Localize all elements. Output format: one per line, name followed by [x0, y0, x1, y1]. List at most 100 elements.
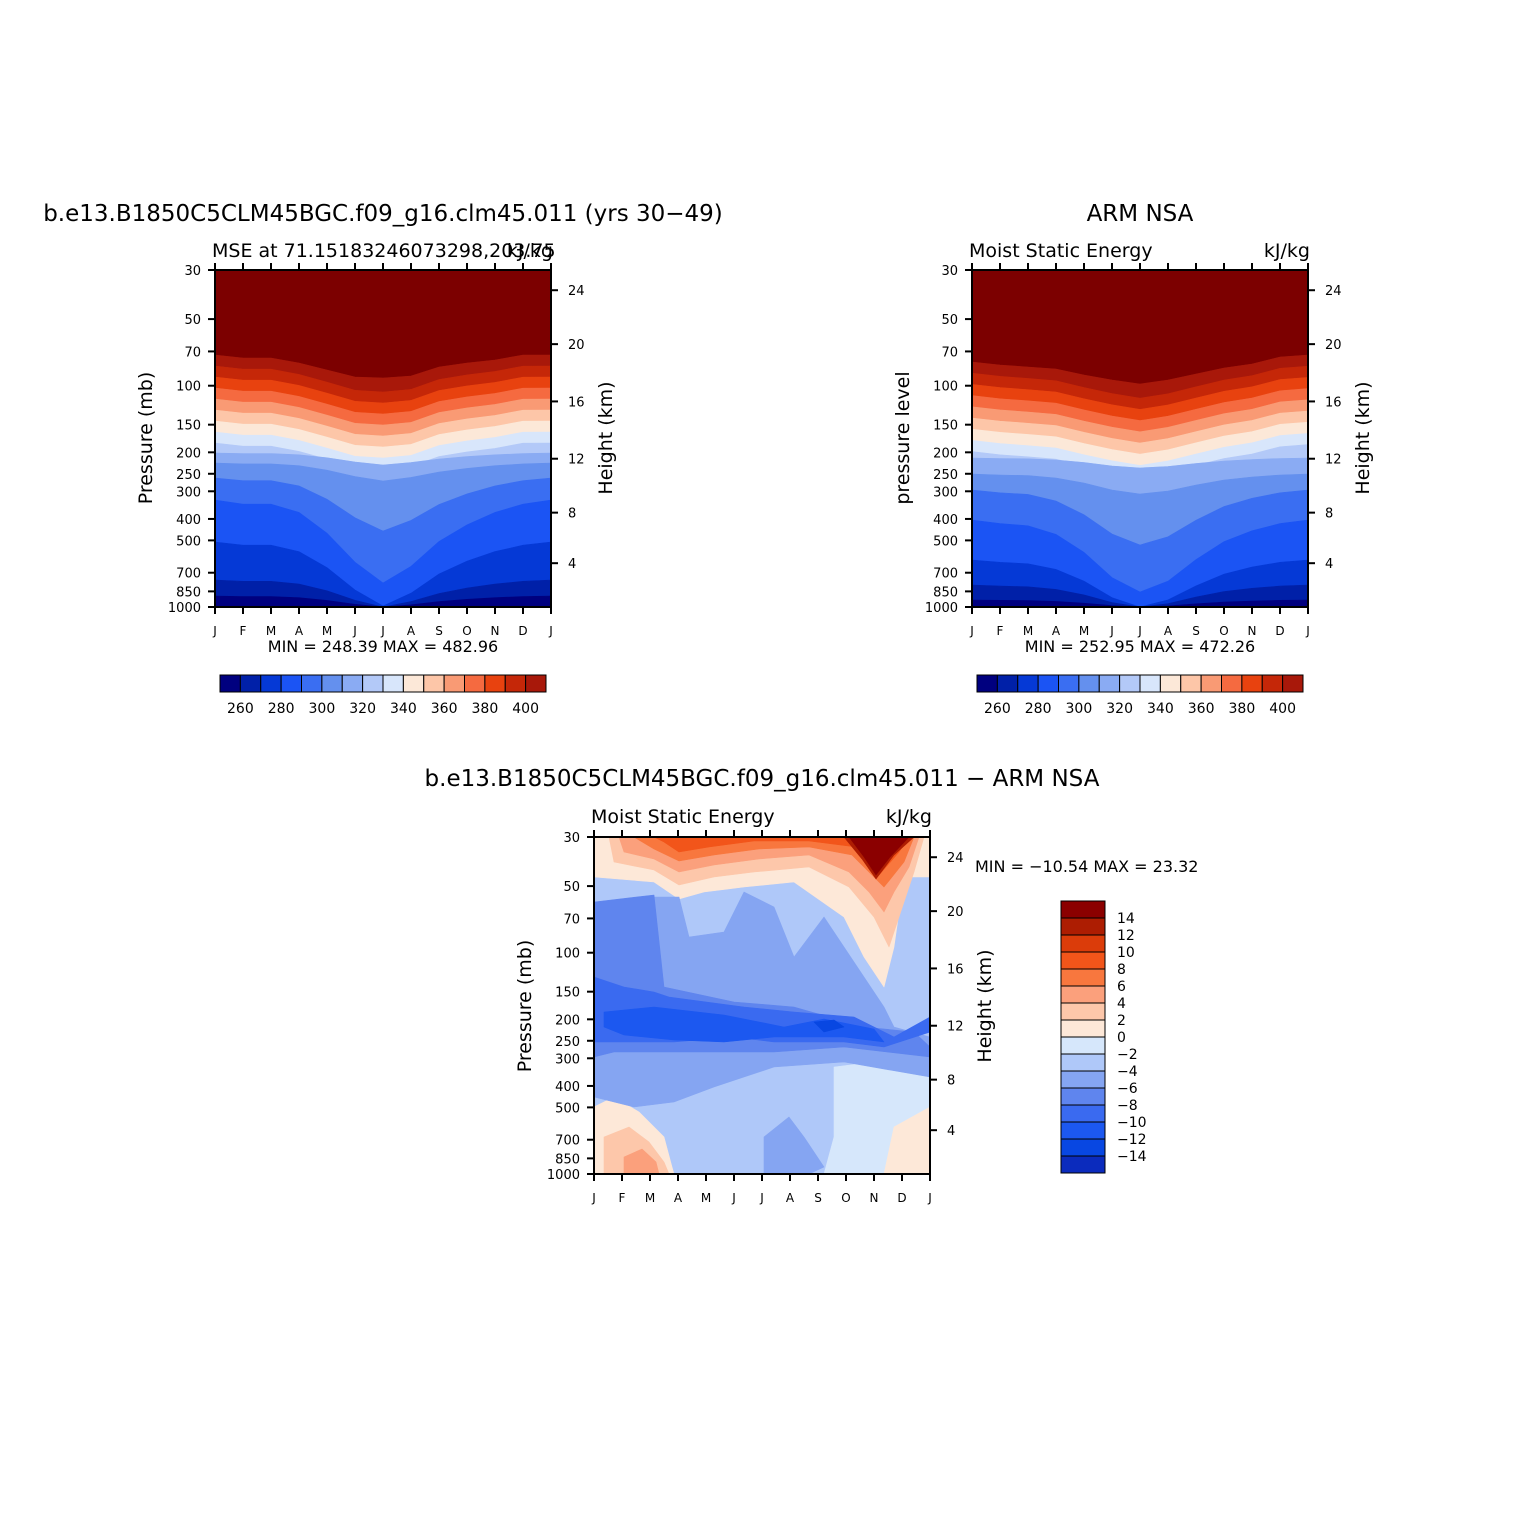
diff-colorbar-label: 14	[1117, 911, 1135, 927]
diff-colorbar-swatch	[1060, 1019, 1106, 1038]
obs-colorbar-swatch	[1078, 674, 1100, 693]
diff-pressure-tick-label: 100	[555, 947, 580, 962]
obs-month-tick-label: O	[1219, 624, 1228, 638]
obs-panel-units: kJ/kg	[1264, 240, 1310, 262]
model-month-tick-label: J	[380, 624, 385, 638]
diff-colorbar-label: 2	[1117, 1013, 1126, 1029]
model-height-tick-label: 16	[568, 395, 585, 410]
model-panel-units: kJ/kg	[507, 240, 553, 262]
diff-colorbar-label: −4	[1117, 1064, 1138, 1080]
obs-pressure-tick-label: 30	[941, 264, 958, 279]
obs-pressure-tick-label: 200	[933, 446, 958, 461]
obs-colorbar-label: 280	[1025, 701, 1052, 717]
model-month-tick-label: J	[548, 624, 553, 638]
obs-contour-band	[972, 599, 1308, 607]
diff-month-tick-label: J	[731, 1191, 736, 1205]
model-colorbar-swatch	[504, 674, 527, 693]
obs-month-tick-label: J	[1137, 624, 1142, 638]
diff-colorbar-swatch	[1060, 917, 1106, 936]
model-colorbar: 260 280 300 320 340 360 380 400	[219, 674, 547, 717]
diff-pressure-tick-label: 70	[563, 912, 580, 927]
model-month-tick-label: A	[407, 624, 416, 638]
obs-month-tick-label: M	[1079, 624, 1089, 638]
model-pressure-tick-label: 30	[184, 264, 201, 279]
obs-colorbar-label: 380	[1229, 701, 1256, 717]
obs-colorbar-swatch	[1017, 674, 1039, 693]
obs-pressure-tick-label: 100	[933, 380, 958, 395]
model-month-tick-label: M	[322, 624, 332, 638]
diff-colorbar-label: −10	[1117, 1115, 1147, 1131]
model-colorbar-swatch	[382, 674, 404, 693]
model-colorbar-label: 340	[390, 701, 417, 717]
model-colorbar-swatch	[362, 674, 384, 693]
obs-pressure-tick-label: 700	[933, 567, 958, 582]
model-colorbar-swatch	[301, 674, 323, 693]
obs-month-tick-label: F	[997, 624, 1004, 638]
diff-contour-band	[848, 837, 910, 876]
obs-pressure-tick-label: 1000	[925, 601, 958, 616]
diff-colorbar-swatch	[1060, 1138, 1106, 1157]
diff-contour-band	[623, 1148, 660, 1174]
model-pressure-tick-label: 150	[176, 419, 201, 434]
obs-colorbar-label: 340	[1147, 701, 1174, 717]
diff-month-tick-label: M	[701, 1191, 711, 1205]
model-month-tick-label: M	[266, 624, 276, 638]
model-colorbar-label: 360	[431, 701, 458, 717]
obs-height-tick-label: 16	[1325, 395, 1342, 410]
model-pressure-tick-label: 300	[176, 485, 201, 500]
diff-month-tick-label: O	[841, 1191, 850, 1205]
diff-colorbar-label: 0	[1117, 1030, 1126, 1046]
diff-pressure-tick-label: 250	[555, 1035, 580, 1050]
diff-colorbar-swatch	[1060, 1104, 1106, 1123]
diff-pressure-tick-label: 1000	[547, 1168, 580, 1183]
obs-colorbar-label: 260	[984, 701, 1011, 717]
diff-pressure-tick-label: 300	[555, 1052, 580, 1067]
diff-colorbar-label: −14	[1117, 1149, 1147, 1165]
model-panel-title: b.e13.B1850C5CLM45BGC.f09_g16.clm45.011 …	[43, 201, 723, 227]
diff-colorbar-label: −12	[1117, 1132, 1147, 1148]
obs-colorbar-label: 360	[1188, 701, 1215, 717]
obs-panel: ARM NSA Moist Static Energy kJ/kg J F M A M J…	[892, 201, 1374, 717]
model-colorbar-label: 400	[512, 701, 539, 717]
obs-pressure-tick-label: 850	[933, 585, 958, 600]
model-pressure-tick-label: 200	[176, 446, 201, 461]
diff-colorbar-swatch	[1060, 985, 1106, 1004]
obs-colorbar-swatch	[1119, 674, 1141, 693]
obs-colorbar-swatch	[1180, 674, 1202, 693]
model-pressure-tick-label: 70	[184, 345, 201, 360]
model-min-max: MIN = 248.39 MAX = 482.96	[268, 637, 498, 656]
obs-colorbar-swatch	[1098, 674, 1121, 693]
obs-panel-title: ARM NSA	[1087, 201, 1194, 227]
obs-month-tick-label: S	[1192, 624, 1200, 638]
model-month-tick-label: S	[435, 624, 443, 638]
diff-colorbar-label: 12	[1117, 928, 1135, 944]
diff-pressure-tick-label: 500	[555, 1101, 580, 1116]
diff-contour-field	[594, 837, 930, 1174]
model-panel-left-subtitle: MSE at 71.15183246073298,203.75	[212, 240, 556, 262]
obs-month-tick-label: J	[969, 624, 974, 638]
obs-colorbar-swatch	[1200, 674, 1222, 693]
obs-colorbar-label: 300	[1066, 701, 1093, 717]
model-colorbar-swatch	[423, 674, 445, 693]
diff-pressure-tick-label: 850	[555, 1152, 580, 1167]
model-pressure-tick-label: 100	[176, 380, 201, 395]
diff-colorbar-label: 8	[1117, 962, 1126, 978]
obs-pressure-tick-label: 150	[933, 419, 958, 434]
diff-contour-band	[603, 1006, 885, 1043]
obs-colorbar-swatch	[1261, 674, 1284, 693]
obs-pressure-tick-label: 70	[941, 345, 958, 360]
obs-pressure-tick-label: 400	[933, 513, 958, 528]
diff-month-tick-label: J	[591, 1191, 596, 1205]
obs-month-tick-label: D	[1275, 624, 1284, 638]
model-contour-band	[215, 595, 551, 607]
model-pressure-tick-label: 850	[176, 585, 201, 600]
model-panel: b.e13.B1850C5CLM45BGC.f09_g16.clm45.011 …	[43, 201, 723, 717]
model-colorbar-label: 300	[309, 701, 336, 717]
diff-pressure-tick-label: 150	[555, 986, 580, 1001]
diff-colorbar-swatch	[1060, 1070, 1106, 1089]
obs-pressure-tick-label: 50	[941, 313, 958, 328]
obs-height-tick-label: 4	[1325, 557, 1333, 572]
obs-height-tick-label: 24	[1325, 284, 1342, 299]
model-colorbar-swatch	[219, 674, 241, 693]
